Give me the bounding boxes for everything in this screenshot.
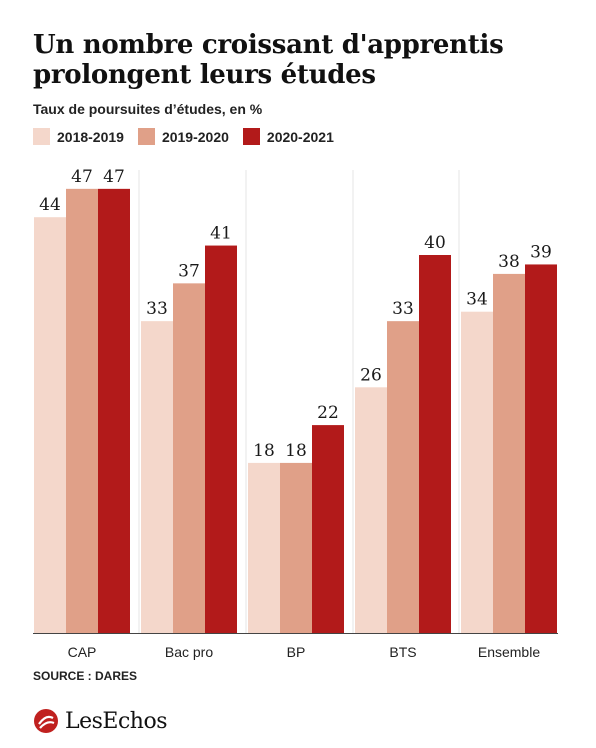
data-label: 33 <box>146 299 168 319</box>
bar <box>280 462 312 633</box>
legend-label: 2020-2021 <box>266 128 334 145</box>
logo-text: LesEchos <box>65 708 168 734</box>
legend-swatch-2020-2021 <box>242 128 260 145</box>
bar <box>248 462 280 633</box>
bar <box>34 217 66 633</box>
category-label: BP <box>287 644 306 660</box>
chart-title: Un nombre croissant d'apprentis prolonge… <box>33 30 504 90</box>
bar <box>312 425 344 633</box>
legend: 2018-2019 2019-2020 2020-2021 <box>33 128 348 145</box>
bar <box>461 311 493 633</box>
legend-label: 2019-2020 <box>161 128 229 145</box>
bar <box>66 188 98 633</box>
category-label: CAP <box>68 644 97 660</box>
bar <box>355 387 387 633</box>
legend-item-2019-2020: 2019-2020 <box>137 128 229 145</box>
bar <box>493 273 525 633</box>
chart-subtitle: Taux de poursuites d’études, en % <box>33 101 263 117</box>
data-label: 47 <box>71 167 93 187</box>
data-label: 34 <box>466 290 488 310</box>
data-label: 40 <box>424 233 446 253</box>
bar <box>419 255 451 633</box>
data-label: 39 <box>530 242 552 262</box>
data-label: 22 <box>317 403 339 423</box>
les-echos-logo: LesEchos <box>33 708 168 734</box>
legend-swatch-2019-2020 <box>137 128 155 145</box>
legend-swatch-2018-2019 <box>33 128 50 145</box>
category-label: BTS <box>389 644 416 660</box>
data-label: 26 <box>360 365 382 385</box>
bar <box>525 264 557 633</box>
source-note: SOURCE : DARES <box>33 669 138 683</box>
data-label: 44 <box>39 195 61 215</box>
category-label: Ensemble <box>478 644 540 660</box>
bar <box>205 245 237 634</box>
category-label: Bac pro <box>165 644 213 660</box>
les-echos-icon <box>34 709 58 733</box>
data-label: 38 <box>498 252 520 272</box>
legend-label: 2018-2019 <box>57 128 124 145</box>
bar <box>387 321 419 633</box>
data-label: 18 <box>285 441 307 461</box>
bar <box>173 283 205 633</box>
data-label: 33 <box>392 299 414 319</box>
data-label: 18 <box>253 441 275 461</box>
data-label: 47 <box>103 167 125 187</box>
bar <box>98 188 130 633</box>
bar <box>141 321 173 633</box>
data-label: 41 <box>210 224 232 244</box>
data-label: 37 <box>178 261 200 281</box>
legend-item-2018-2019: 2018-2019 <box>33 128 124 145</box>
legend-item-2020-2021: 2020-2021 <box>242 128 334 145</box>
